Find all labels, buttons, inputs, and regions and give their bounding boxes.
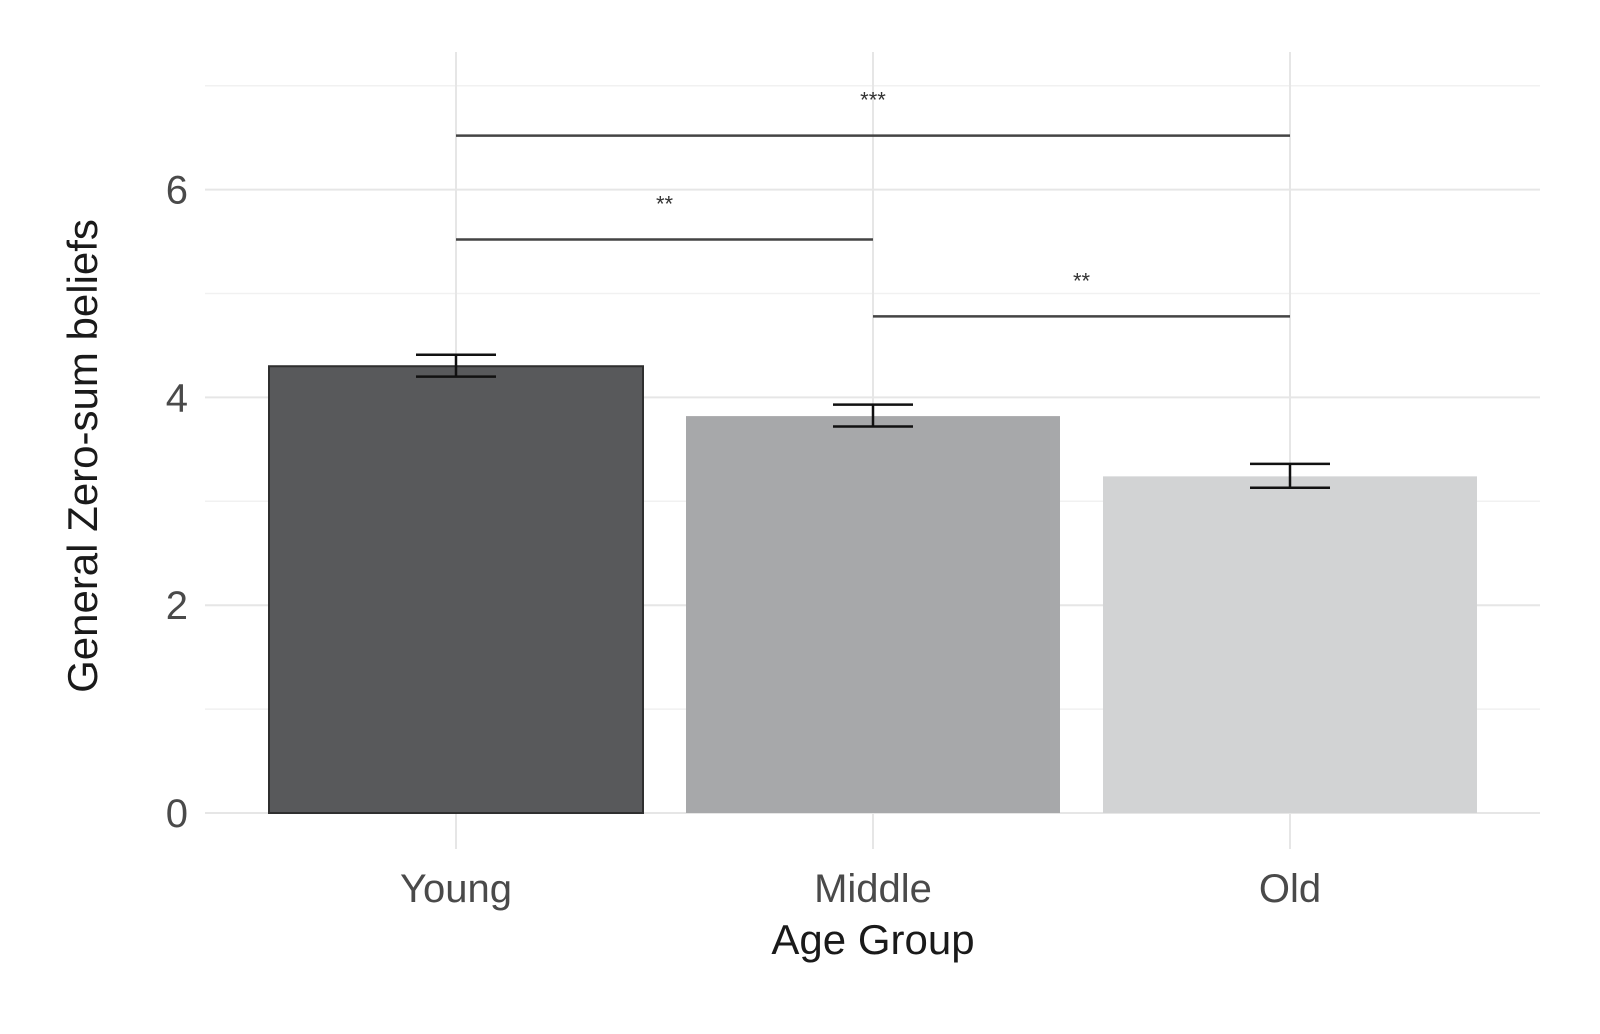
y-axis-title: General Zero-sum beliefs	[59, 219, 106, 693]
error-bar-old	[1250, 462, 1330, 490]
error-bars	[416, 353, 1330, 490]
y-tick-label: 4	[166, 376, 188, 420]
x-axis-ticks: Young Middle Old	[400, 867, 1321, 911]
error-bar-middle	[833, 403, 913, 428]
x-tick-label: Young	[400, 867, 512, 911]
bars	[268, 365, 1477, 814]
bar-young	[268, 365, 644, 814]
y-tick-label: 2	[166, 584, 188, 628]
error-bar-young	[416, 353, 496, 378]
x-tick-label: Middle	[814, 867, 932, 911]
significance-label: **	[1073, 268, 1091, 293]
y-tick-label: 6	[166, 169, 188, 213]
significance-label: ***	[860, 88, 886, 113]
y-axis-ticks: 0 2 4 6	[166, 169, 188, 836]
x-tick-label: Old	[1259, 867, 1321, 911]
bar-old	[1103, 476, 1477, 813]
significance-label: **	[656, 191, 674, 216]
bar-middle	[686, 416, 1060, 813]
y-tick-label: 0	[166, 792, 188, 836]
significance-brackets: *******	[456, 88, 1290, 318]
x-axis-title: Age Group	[771, 916, 974, 963]
